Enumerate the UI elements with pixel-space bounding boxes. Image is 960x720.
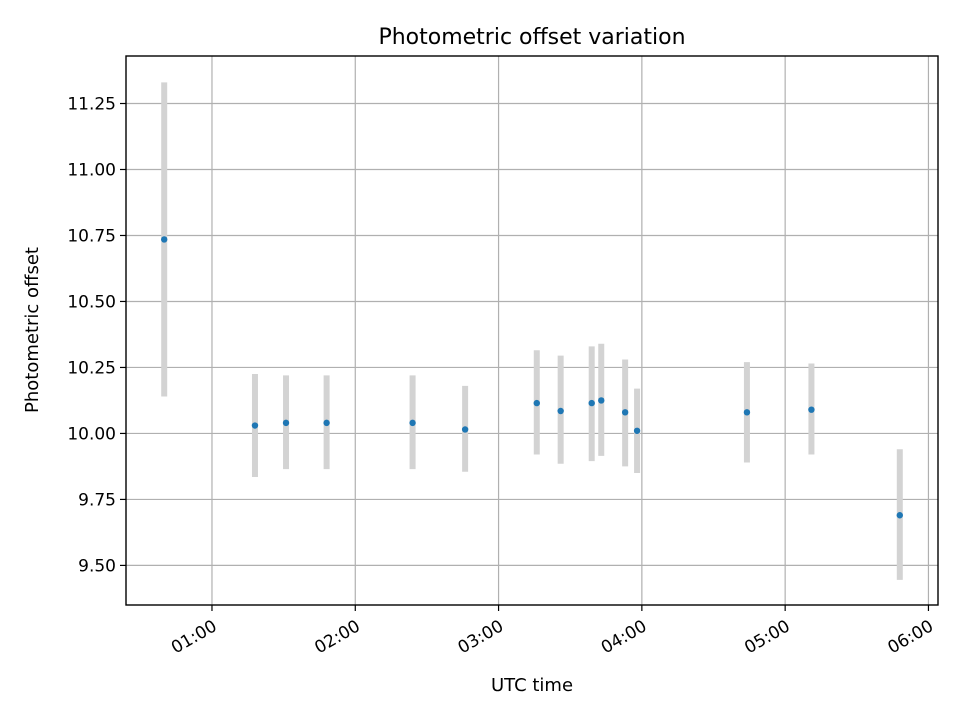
data-point	[633, 427, 641, 434]
y-tick-label: 10.00	[67, 424, 116, 444]
data-point	[557, 407, 564, 415]
y-axis-ticks: 9.50 9.75 10.00 10.25 10.50 10.75 11.00 11.25	[67, 95, 126, 576]
data-points	[161, 236, 903, 519]
data-point	[461, 426, 469, 433]
data-point	[743, 409, 751, 416]
data-point	[282, 419, 290, 427]
data-point	[588, 399, 595, 407]
y-tick-label: 9.50	[78, 556, 116, 576]
y-tick-label: 10.50	[67, 292, 116, 312]
grid	[126, 56, 938, 605]
y-tick-label: 10.75	[67, 226, 116, 246]
data-point	[323, 419, 330, 427]
data-point	[161, 236, 168, 243]
y-axis-label: Photometric offset	[22, 247, 43, 413]
data-point	[598, 397, 605, 404]
y-tick-label: 9.75	[78, 490, 116, 510]
data-point	[808, 406, 815, 413]
plot-frame	[125, 55, 939, 606]
data-point	[409, 419, 416, 427]
data-point	[533, 399, 540, 407]
chart-title: Photometric offset variation	[378, 25, 685, 50]
y-tick-label: 10.25	[67, 358, 116, 378]
data-point	[621, 409, 629, 416]
data-point	[251, 422, 259, 429]
x-axis-label: UTC time	[491, 675, 573, 696]
y-tick-label: 11.00	[67, 160, 116, 180]
y-tick-label: 11.25	[67, 95, 116, 115]
data-point	[896, 512, 903, 519]
